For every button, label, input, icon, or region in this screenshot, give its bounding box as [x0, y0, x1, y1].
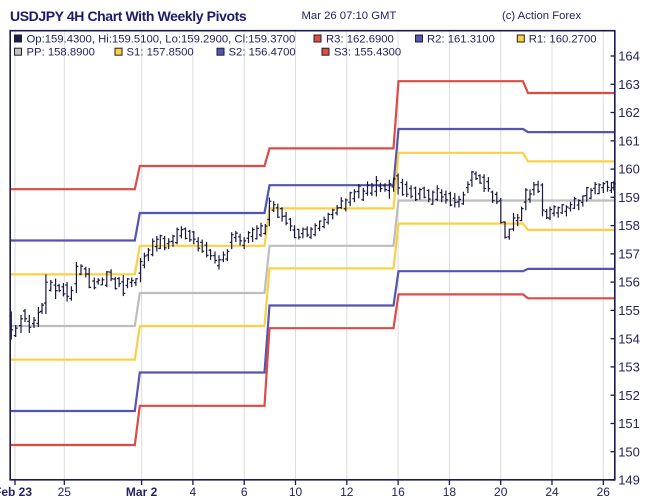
- svg-text:18: 18: [443, 485, 457, 499]
- svg-text:157: 157: [618, 247, 640, 262]
- svg-text:S3: 155.4300: S3: 155.4300: [334, 47, 401, 59]
- svg-text:149: 149: [618, 473, 640, 488]
- svg-text:158: 158: [618, 218, 640, 233]
- svg-text:R1: 160.2700: R1: 160.2700: [529, 34, 597, 46]
- svg-text:25: 25: [58, 485, 72, 499]
- svg-text:161: 161: [618, 133, 640, 148]
- svg-text:Mar 26 07:10 GMT: Mar 26 07:10 GMT: [302, 10, 397, 22]
- svg-text:Mar 2: Mar 2: [126, 485, 158, 499]
- svg-text:24: 24: [545, 485, 559, 499]
- svg-text:R3: 162.6900: R3: 162.6900: [326, 34, 394, 46]
- svg-text:26: 26: [597, 485, 611, 499]
- svg-text:PP: 158.8900: PP: 158.8900: [27, 47, 95, 59]
- svg-text:159: 159: [618, 190, 640, 205]
- svg-text:(c) Action Forex: (c) Action Forex: [502, 10, 581, 22]
- svg-text:6: 6: [241, 485, 248, 499]
- svg-text:USDJPY 4H Chart With Weekly Pi: USDJPY 4H Chart With Weekly Pivots: [10, 8, 247, 24]
- svg-text:Feb 23: Feb 23: [0, 485, 32, 499]
- svg-text:S1: 157.8500: S1: 157.8500: [127, 47, 194, 59]
- svg-text:154: 154: [618, 331, 640, 346]
- svg-text:Op:159.4300, Hi:159.5100, Lo:1: Op:159.4300, Hi:159.5100, Lo:159.2900, C…: [27, 34, 296, 46]
- svg-text:153: 153: [618, 360, 640, 375]
- svg-text:160: 160: [618, 162, 640, 177]
- svg-text:152: 152: [618, 388, 640, 403]
- svg-text:10: 10: [289, 485, 303, 499]
- svg-text:151: 151: [618, 416, 640, 431]
- svg-text:164: 164: [618, 49, 640, 64]
- svg-text:S2: 156.4700: S2: 156.4700: [229, 47, 296, 59]
- svg-text:16: 16: [391, 485, 405, 499]
- svg-text:12: 12: [340, 485, 354, 499]
- svg-text:162: 162: [618, 105, 640, 120]
- svg-text:R2: 161.3100: R2: 161.3100: [427, 34, 495, 46]
- svg-text:163: 163: [618, 77, 640, 92]
- svg-text:150: 150: [618, 444, 640, 459]
- svg-text:155: 155: [618, 303, 640, 318]
- svg-text:156: 156: [618, 275, 640, 290]
- svg-text:20: 20: [494, 485, 508, 499]
- svg-text:4: 4: [190, 485, 197, 499]
